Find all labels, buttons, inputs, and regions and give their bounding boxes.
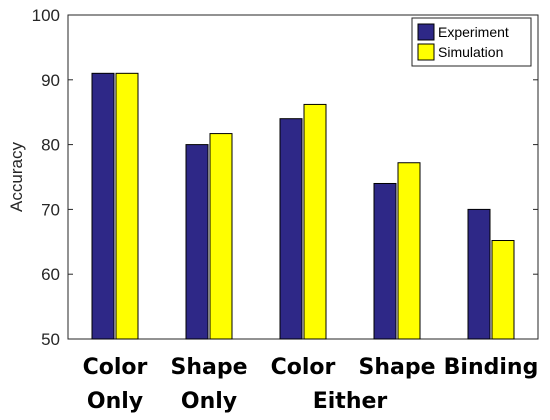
y-tick-label: 80 (41, 136, 60, 155)
category-label-line: Only (181, 389, 237, 414)
legend-swatch-experiment (417, 23, 435, 41)
y-axis-ticks: 50 60 70 80 90 100 (32, 6, 538, 349)
plot-frame (67, 14, 539, 340)
y-tick-label: 50 (41, 330, 60, 349)
bar-experiment-4 (373, 182, 397, 340)
bar-simulation-2 (209, 133, 233, 340)
legend-swatch-simulation (417, 43, 435, 61)
y-tick-label: 70 (41, 200, 60, 219)
category-label-line: Color (83, 355, 148, 380)
bar-simulation-1 (115, 72, 139, 340)
bar-experiment-3 (279, 118, 303, 340)
bar-simulation-3 (303, 103, 327, 340)
category-label-line: Shape (170, 355, 247, 380)
legend-label-simulation: Simulation (438, 44, 503, 60)
bar-experiment-5 (467, 208, 491, 340)
y-tick-label: 100 (32, 6, 60, 25)
bar-simulation-4 (397, 162, 421, 340)
y-axis-title: Accuracy (7, 142, 26, 212)
category-label-line: Shape (358, 355, 435, 380)
plot-area: 50 60 70 80 90 100 (32, 6, 539, 349)
category-label-shared: Either (313, 389, 388, 414)
bar-simulation-5 (491, 240, 515, 340)
y-tick-label: 60 (41, 265, 60, 284)
category-label-line: Only (87, 389, 143, 414)
bar-experiment-1 (91, 72, 115, 340)
category-labels: Color Only Shape Only Color Shape Binding Eithe… (83, 355, 539, 414)
legend: Experiment Simulation (411, 17, 532, 67)
category-label-line: Binding (444, 355, 539, 380)
bars-group (91, 72, 515, 340)
y-tick-label: 90 (41, 71, 60, 90)
legend-label-experiment: Experiment (438, 24, 509, 40)
category-label-line: Color (271, 355, 336, 380)
bar-experiment-2 (185, 144, 209, 340)
